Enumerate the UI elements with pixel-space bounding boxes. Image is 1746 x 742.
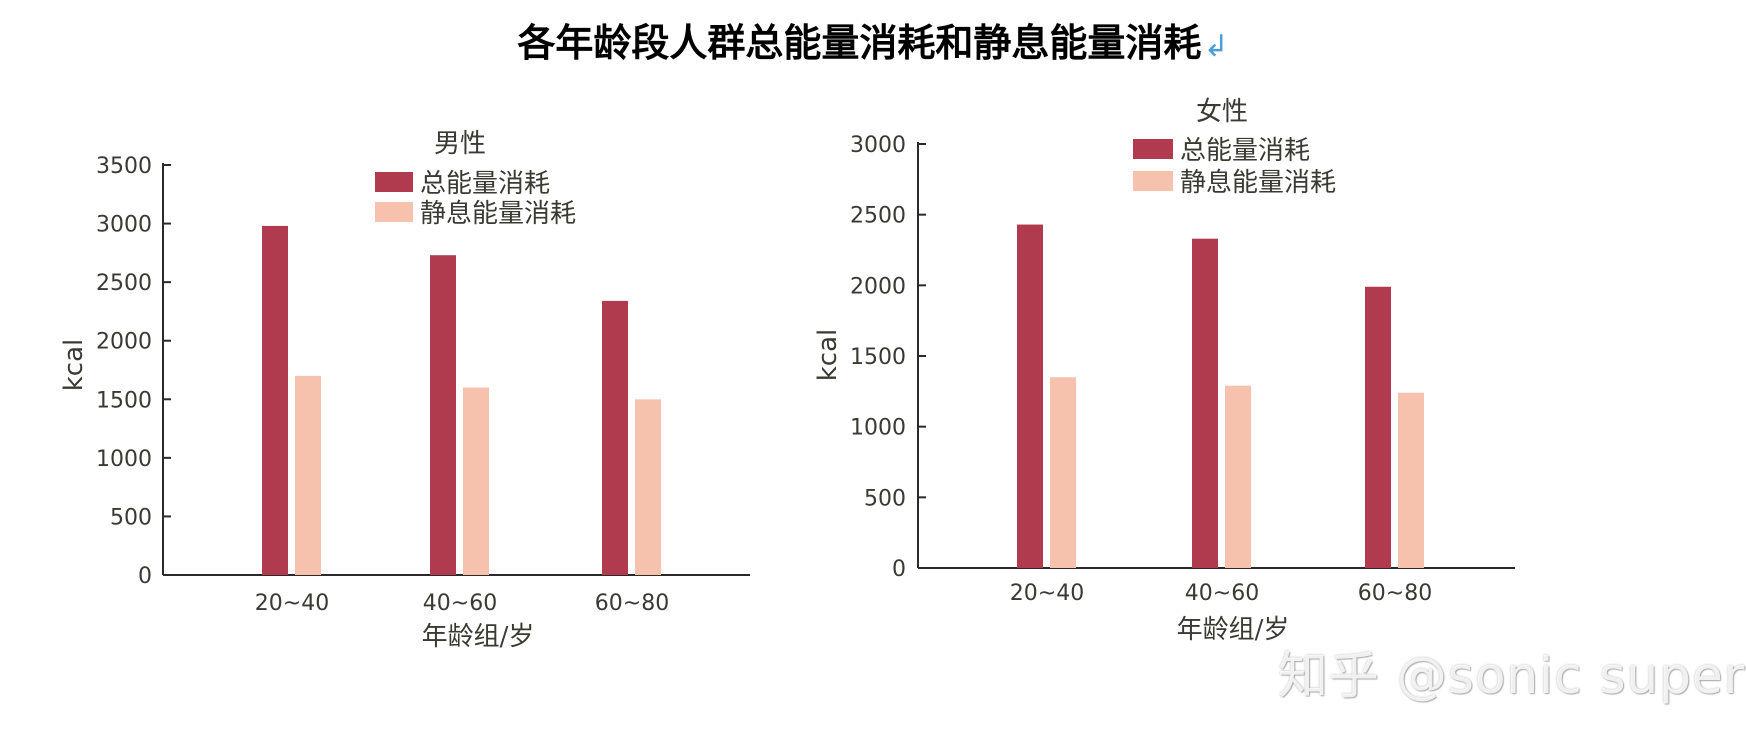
bar-resting bbox=[1398, 392, 1424, 568]
y-tick-label: 1000 bbox=[96, 447, 152, 472]
bar-total bbox=[1192, 238, 1218, 568]
bar-total bbox=[602, 300, 628, 575]
x-tick-label: 40~60 bbox=[1185, 581, 1259, 606]
legend-swatch bbox=[375, 202, 413, 222]
chart-female: 女性 0 500 1000 1500 2000 2500 3000 kcal 20~40 40~60… bbox=[813, 97, 1515, 645]
y-tick-label: 0 bbox=[138, 564, 152, 589]
y-axis-label: kcal bbox=[59, 339, 89, 392]
x-tick-label: 40~60 bbox=[423, 591, 497, 616]
x-tick-label: 20~40 bbox=[1010, 581, 1084, 606]
return-mark-icon: ↲ bbox=[1203, 29, 1229, 64]
x-axis-label: 年龄组/岁 bbox=[1177, 615, 1290, 645]
y-tick-label: 2500 bbox=[96, 271, 152, 296]
page-title-text: 各年龄段人群总能量消耗和静息能量消耗 bbox=[517, 21, 1202, 65]
y-tick-label: 1500 bbox=[850, 345, 906, 370]
bar-total bbox=[430, 255, 456, 575]
legend-swatch bbox=[1133, 139, 1173, 159]
bar-resting bbox=[1225, 385, 1251, 568]
legend-swatch bbox=[375, 172, 413, 192]
x-tick-label: 20~40 bbox=[255, 591, 329, 616]
x-tick-label: 60~80 bbox=[595, 591, 669, 616]
y-tick-label: 2000 bbox=[850, 274, 906, 299]
y-tick-label: 2500 bbox=[850, 204, 906, 229]
legend-swatch bbox=[1133, 171, 1173, 191]
bar-total bbox=[1017, 224, 1043, 568]
chart-male: 男性 0 500 1000 1500 2000 2500 3000 3500 kcal 20~40 4… bbox=[59, 129, 750, 652]
y-tick-label: 3500 bbox=[96, 154, 152, 179]
chart-title: 男性 bbox=[434, 129, 486, 159]
watermark: 知乎 @sonic super bbox=[1278, 647, 1746, 705]
y-axis-label: kcal bbox=[813, 329, 843, 382]
y-tick-label: 500 bbox=[864, 486, 906, 511]
x-axis-label: 年龄组/岁 bbox=[422, 622, 535, 652]
legend-label: 静息能量消耗 bbox=[420, 199, 576, 229]
x-tick-label: 60~80 bbox=[1358, 581, 1432, 606]
legend-label: 总能量消耗 bbox=[420, 169, 550, 199]
y-tick-label: 0 bbox=[892, 557, 906, 582]
legend-label: 静息能量消耗 bbox=[1180, 168, 1336, 198]
y-tick-label: 3000 bbox=[96, 213, 152, 238]
page-title: 各年龄段人群总能量消耗和静息能量消耗↲ bbox=[0, 12, 1746, 67]
bar-resting bbox=[463, 387, 489, 575]
y-tick-label: 2000 bbox=[96, 330, 152, 355]
bar-resting bbox=[295, 375, 321, 575]
y-tick-label: 500 bbox=[110, 505, 152, 530]
chart-title: 女性 bbox=[1196, 97, 1248, 127]
bar-resting bbox=[635, 399, 661, 575]
legend-label: 总能量消耗 bbox=[1180, 136, 1310, 166]
y-tick-label: 1000 bbox=[850, 416, 906, 441]
bar-resting bbox=[1050, 377, 1076, 568]
y-tick-label: 1500 bbox=[96, 388, 152, 413]
bar-total bbox=[262, 225, 288, 575]
y-tick-label: 3000 bbox=[850, 133, 906, 158]
bar-total bbox=[1365, 286, 1391, 568]
